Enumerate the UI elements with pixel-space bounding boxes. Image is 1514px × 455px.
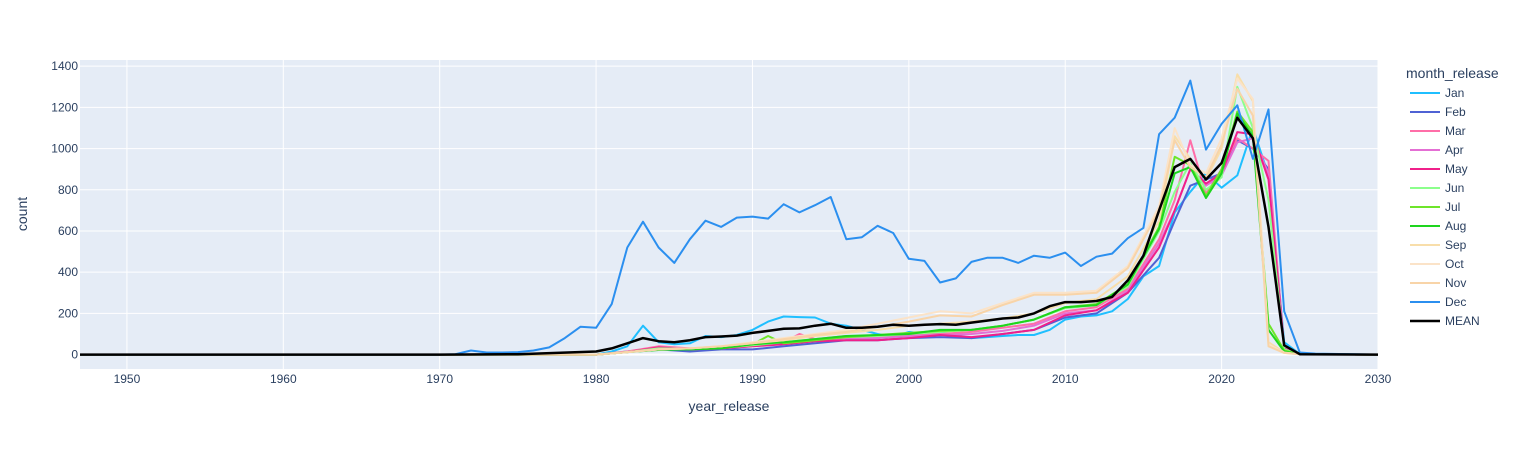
x-tick-label: 2030 bbox=[1365, 372, 1392, 386]
series-lines bbox=[80, 73, 1379, 356]
x-tick-label: 2000 bbox=[895, 372, 922, 386]
legend-item-jul[interactable]: Jul bbox=[1445, 200, 1460, 214]
x-tick-label: 1950 bbox=[114, 372, 141, 386]
series-line-nov bbox=[80, 87, 1379, 356]
x-tick-label: 1960 bbox=[270, 372, 297, 386]
legend-item-oct[interactable]: Oct bbox=[1445, 257, 1464, 271]
legend: month_release Jan Feb Mar Apr May Jun Jul Aug Se… bbox=[1406, 65, 1499, 328]
legend-item-sep[interactable]: Sep bbox=[1445, 238, 1467, 252]
y-tick-labels: 0 200 400 600 800 1000 1200 1400 bbox=[51, 59, 78, 361]
series-line-dec bbox=[80, 79, 1379, 356]
series-line-mean bbox=[80, 116, 1379, 356]
y-tick-label: 1000 bbox=[51, 142, 78, 156]
legend-item-jun[interactable]: Jun bbox=[1445, 181, 1464, 195]
y-tick-label: 1200 bbox=[51, 100, 78, 114]
y-tick-label: 1400 bbox=[51, 59, 78, 73]
legend-item-mean[interactable]: MEAN bbox=[1445, 314, 1480, 328]
x-tick-labels: 1950 1960 1970 1980 1990 2000 2010 2020 2030 bbox=[114, 372, 1392, 386]
y-tick-label: 800 bbox=[58, 183, 78, 197]
x-tick-label: 2020 bbox=[1208, 372, 1235, 386]
legend-item-dec[interactable]: Dec bbox=[1445, 295, 1466, 309]
legend-item-may[interactable]: May bbox=[1445, 162, 1468, 176]
legend-item-apr[interactable]: Apr bbox=[1445, 143, 1464, 157]
x-tick-label: 1970 bbox=[426, 372, 453, 386]
legend-item-mar[interactable]: Mar bbox=[1445, 124, 1466, 138]
plot-background bbox=[80, 60, 1378, 369]
x-tick-label: 1980 bbox=[583, 372, 610, 386]
legend-item-feb[interactable]: Feb bbox=[1445, 105, 1466, 119]
y-axis-title: count bbox=[14, 197, 30, 231]
x-tick-label: 1990 bbox=[739, 372, 766, 386]
legend-title: month_release bbox=[1406, 65, 1499, 81]
x-tick-label: 2010 bbox=[1052, 372, 1079, 386]
x-axis-title: year_release bbox=[689, 398, 770, 414]
legend-item-jan[interactable]: Jan bbox=[1445, 86, 1464, 100]
y-tick-label: 400 bbox=[58, 265, 78, 279]
legend-item-nov[interactable]: Nov bbox=[1445, 276, 1466, 290]
y-tick-label: 600 bbox=[58, 224, 78, 238]
y-tick-label: 0 bbox=[71, 348, 78, 362]
y-tick-label: 200 bbox=[58, 306, 78, 320]
legend-item-aug[interactable]: Aug bbox=[1445, 219, 1466, 233]
